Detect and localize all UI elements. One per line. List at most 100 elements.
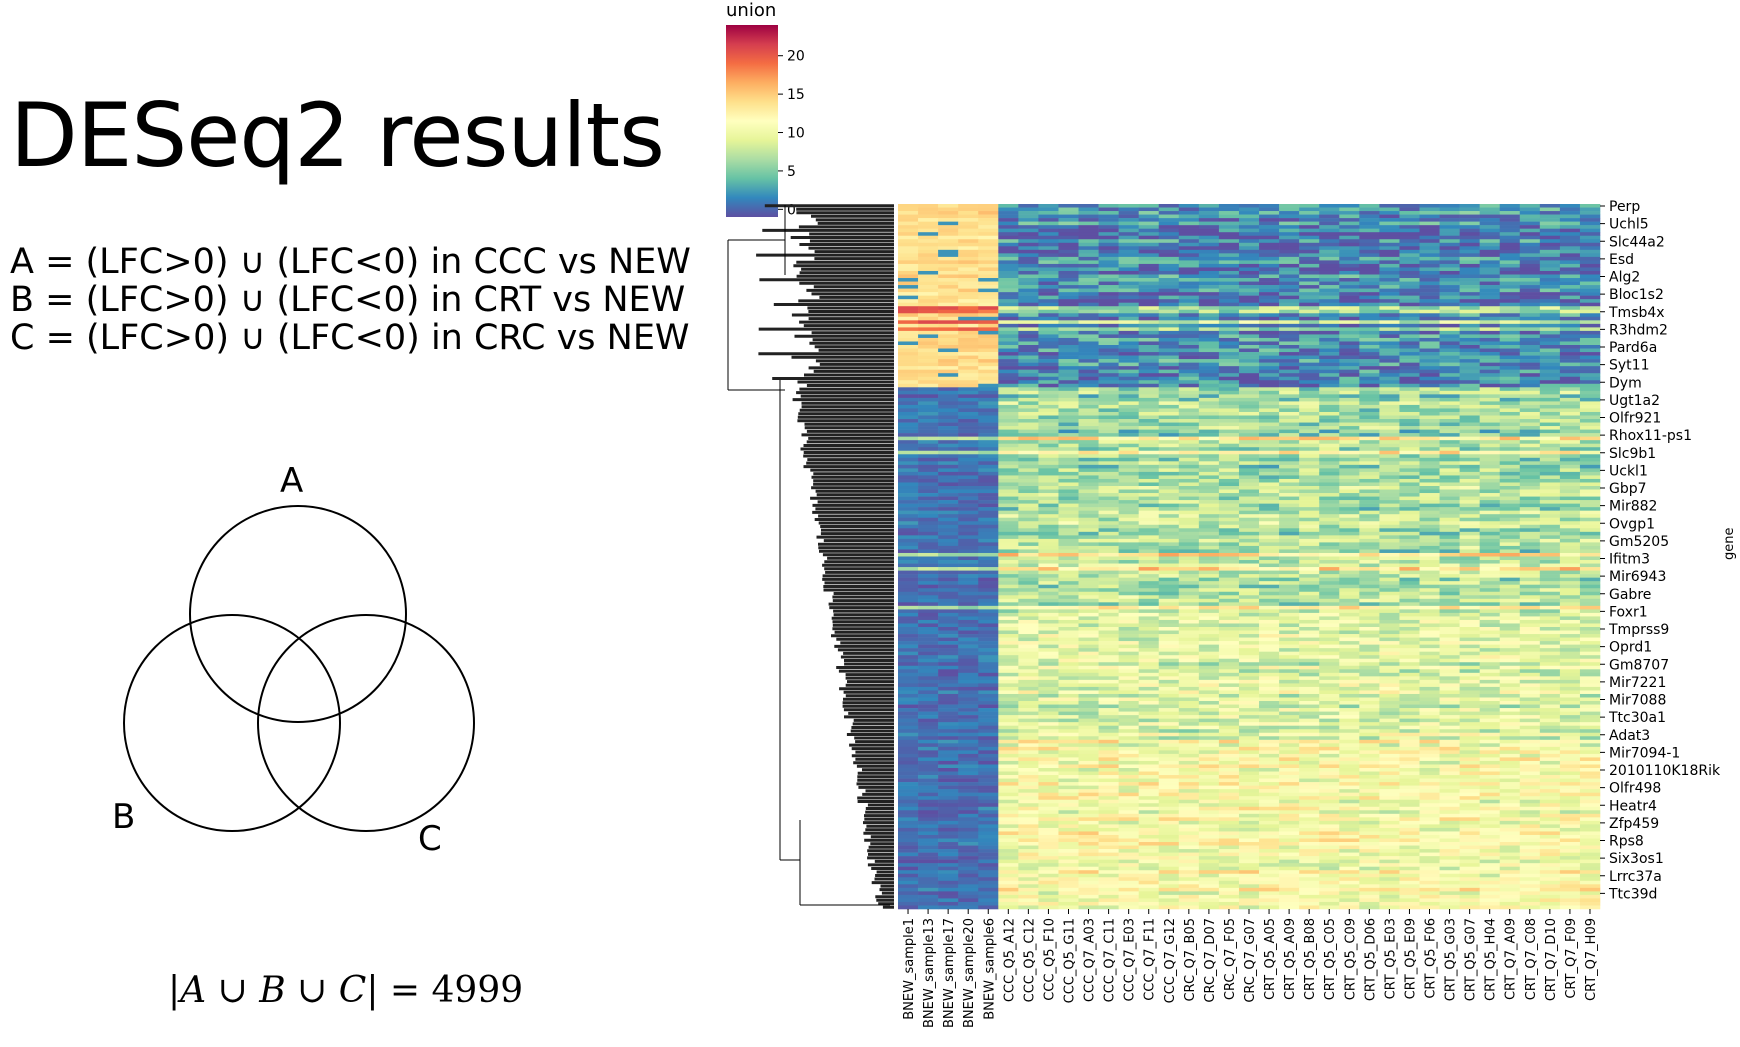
heatmap-cell (1259, 627, 1280, 631)
heatmap-cell (998, 655, 1019, 660)
heatmap-cell (1098, 447, 1119, 452)
heatmap-cell (1319, 404, 1340, 409)
heatmap-cell (1359, 242, 1380, 247)
heatmap-cell (1339, 665, 1360, 670)
heatmap-cell (1218, 655, 1240, 660)
heatmap-cell (1018, 542, 1039, 547)
heatmap-cell (1118, 327, 1139, 332)
heatmap-cell (1158, 641, 1180, 645)
heatmap-cell (1419, 369, 1440, 374)
heatmap-cell (1519, 471, 1541, 476)
heatmap-cell (1499, 552, 1521, 557)
venn-label-c: C (418, 819, 442, 859)
heatmap-cell (1259, 471, 1280, 476)
heatmap-cell (998, 397, 1019, 402)
heatmap-cell (938, 507, 959, 511)
heatmap-cell (1058, 482, 1079, 487)
heatmap-cell (1158, 471, 1180, 476)
heatmap-cell (1138, 387, 1160, 392)
heatmap-cell (1299, 383, 1320, 388)
heatmap-cell (1238, 256, 1260, 261)
heatmap-cell (1419, 327, 1440, 332)
heatmap-cell (1399, 235, 1420, 240)
heatmap-cell (1078, 524, 1099, 529)
heatmap-cell (1459, 390, 1480, 395)
heatmap-cell (1539, 556, 1561, 561)
heatmap-cell (1399, 408, 1420, 413)
heatmap-cell (958, 549, 979, 554)
heatmap-cell (918, 588, 939, 593)
heatmap-cell (1038, 567, 1059, 571)
heatmap-cell (1319, 538, 1340, 543)
heatmap-cell (1539, 267, 1561, 272)
heatmap-cell (1018, 292, 1039, 296)
heatmap-cell (1259, 598, 1280, 603)
heatmap-cell (1218, 355, 1240, 360)
heatmap-cell (1379, 517, 1400, 522)
heatmap-cell (1559, 355, 1581, 360)
heatmap-cell (1499, 404, 1521, 409)
heatmap-cell (1419, 246, 1440, 251)
heatmap-cell (1439, 232, 1460, 237)
heatmap-cell (1058, 447, 1079, 452)
heatmap-cell (1078, 235, 1099, 240)
heatmap-cell (1238, 419, 1260, 423)
heatmap-cell (1379, 401, 1400, 406)
heatmap-cell (1279, 295, 1300, 300)
heatmap-cell (998, 482, 1019, 487)
heatmap-cell (1499, 623, 1521, 628)
heatmap-cell (1399, 376, 1420, 381)
heatmap-cell (1479, 672, 1501, 677)
heatmap-cell (1359, 679, 1380, 684)
heatmap-cell (1579, 500, 1601, 504)
heatmap-cell (1078, 612, 1099, 617)
heatmap-cell (1279, 486, 1300, 490)
heatmap-cell (1279, 556, 1300, 561)
heatmap-cell (1118, 651, 1139, 656)
heatmap-cell (1559, 390, 1581, 395)
heatmap-cell (1499, 383, 1521, 388)
heatmap-cell (1138, 538, 1160, 543)
heatmap-cell (958, 260, 979, 265)
heatmap-cell (1359, 591, 1380, 596)
heatmap-cell (1158, 211, 1180, 215)
heatmap-cell (1178, 270, 1200, 275)
heatmap-cell (1038, 584, 1059, 589)
heatmap-cell (1259, 637, 1280, 642)
heatmap-cell (1098, 267, 1119, 272)
heatmap-cell (1018, 612, 1039, 617)
heatmap-cell (978, 486, 999, 490)
heatmap-cell (1359, 327, 1380, 332)
heatmap-cell (1158, 443, 1180, 448)
heatmap-cell (1138, 359, 1160, 363)
heatmap-cell (1118, 419, 1139, 423)
heatmap-cell (1339, 447, 1360, 452)
heatmap-cell (1138, 457, 1160, 462)
heatmap-cell (978, 337, 999, 342)
heatmap-cell (1499, 651, 1521, 656)
heatmap-cell (1098, 214, 1119, 219)
heatmap-cell (1379, 330, 1400, 335)
heatmap-cell (1198, 218, 1220, 222)
heatmap-cell (1078, 429, 1099, 434)
heatmap-cell (1439, 461, 1460, 466)
heatmap-cell (1078, 359, 1099, 363)
heatmap-cell (1158, 426, 1180, 430)
heatmap-cell (1519, 263, 1541, 268)
heatmap-cell (1118, 567, 1139, 571)
heatmap-cell (1359, 306, 1380, 311)
heatmap-cell (898, 422, 919, 427)
heatmap-cell (1359, 440, 1380, 444)
heatmap-cell (1539, 468, 1561, 473)
heatmap-cell (1519, 313, 1541, 318)
heatmap-cell (1319, 542, 1340, 547)
heatmap-cell (1359, 503, 1380, 508)
venn-diagram: A B C (112, 461, 475, 859)
heatmap-cell (1459, 528, 1480, 533)
heatmap-cell (1118, 507, 1139, 511)
heatmap-cell (1499, 584, 1521, 589)
heatmap-cell (938, 383, 959, 388)
heatmap-cell (1058, 500, 1079, 504)
heatmap-cell (1399, 457, 1420, 462)
heatmap-cell (1198, 235, 1220, 240)
